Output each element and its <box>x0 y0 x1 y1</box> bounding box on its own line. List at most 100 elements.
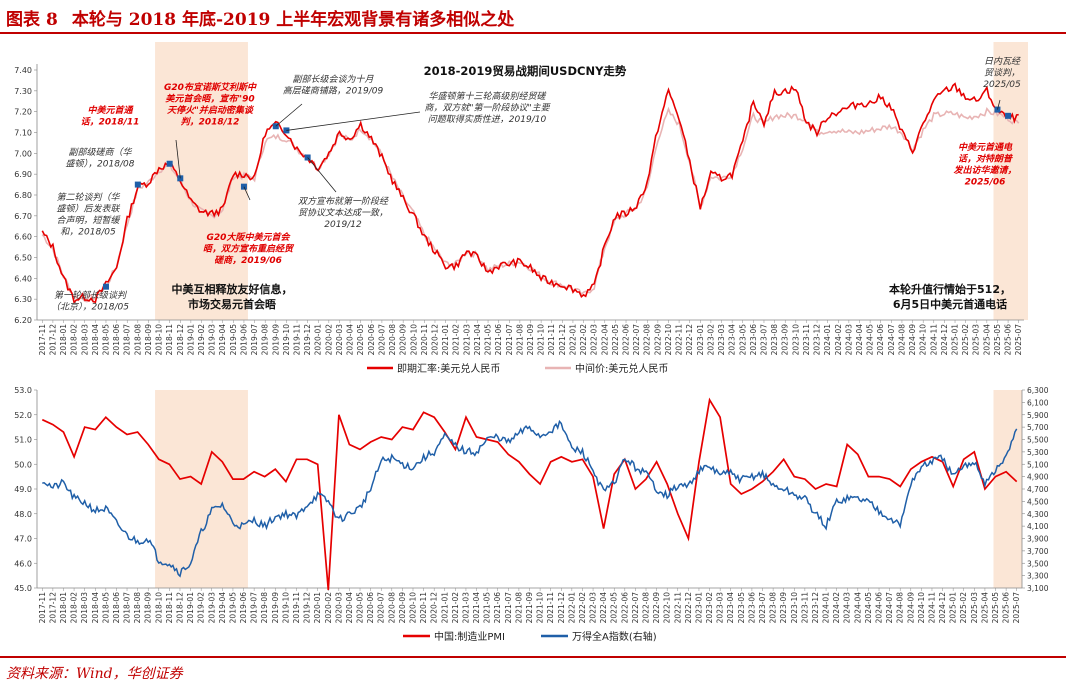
y-tick-label: 6.80 <box>14 191 32 200</box>
x-tick-label: 2024-01 <box>822 592 831 624</box>
y-tick-label: 7.40 <box>14 66 32 75</box>
x-tick-label: 2020-10 <box>409 324 418 356</box>
x-tick-label: 2024-03 <box>843 592 852 624</box>
annotation: 中美元首通电话，对特朗普发出访华邀请， 2025/06 <box>953 142 1016 188</box>
annotation-line: 日内瓦经 <box>984 56 1021 67</box>
x-tick-label: 2024-07 <box>885 592 894 624</box>
y-tick-label: 47.0 <box>14 535 32 544</box>
annotation-line: 中美互相释放友好信息， <box>172 282 293 296</box>
annotation-line: 本轮升值行情始于512， <box>889 282 1011 296</box>
annotation-line: 天停火"并启动密集谈 <box>167 105 255 116</box>
x-tick-label: 2022-02 <box>579 324 588 356</box>
x-tick-label: 2019-12 <box>303 324 312 356</box>
x-tick-label: 2018-08 <box>133 592 142 624</box>
x-tick-label: 2022-05 <box>611 324 620 356</box>
x-tick-label: 2019-04 <box>218 592 227 624</box>
annotation-line: 盛顿），2018/08 <box>66 159 135 170</box>
annotation: 日内瓦经贸谈判， 2025/05 <box>983 56 1021 90</box>
x-tick-label: 2022-08 <box>643 324 652 356</box>
x-tick-label: 2018-07 <box>123 592 132 624</box>
x-tick-label: 2021-04 <box>472 592 481 624</box>
y-tick-label: 53.0 <box>14 386 32 395</box>
x-tick-label: 2021-06 <box>494 324 503 356</box>
x-tick-label: 2024-10 <box>917 592 926 624</box>
y2-tick-label: 3,700 <box>1027 547 1049 556</box>
x-tick-label: 2018-11 <box>165 592 174 624</box>
x-tick-label: 2020-08 <box>387 592 396 624</box>
legend-label-pmi: 中国:制造业PMI <box>434 630 505 643</box>
x-tick-label: 2022-02 <box>578 592 587 624</box>
x-tick-label: 2021-10 <box>536 592 545 624</box>
x-tick-label: 2024-04 <box>855 324 864 356</box>
annotation-line: 问题取得实质性进，2019/10 <box>428 114 547 125</box>
legend-label-mid: 中间价:美元兑人民币 <box>575 362 668 375</box>
x-tick-label: 2024-01 <box>823 324 832 356</box>
figure-number: 8 <box>46 10 58 30</box>
x-tick-label: 2019-08 <box>261 324 270 356</box>
x-tick-label: 2024-09 <box>906 592 915 624</box>
annotation: 副部长级会谈为十月高层磋商铺路，2019/09 <box>283 74 384 97</box>
x-tick-label: 2019-03 <box>207 592 216 624</box>
shade-2018-2019 <box>155 390 248 588</box>
annotation: 第二轮谈判（华盛顿）后发表联合声明，短暂缓和，2018/05 <box>56 192 121 238</box>
annotation-line: G20大阪中美元首会 <box>207 232 292 243</box>
annotation-line: 中美元首通 <box>87 105 134 116</box>
series-line-spot <box>41 82 1019 305</box>
annotation-line: 商，双方就"第一阶段协议"主要 <box>424 103 551 114</box>
event-marker <box>134 181 141 188</box>
x-tick-label: 2020-01 <box>314 324 323 356</box>
x-tick-label: 2020-06 <box>367 324 376 356</box>
x-tick-label: 2025-06 <box>1004 324 1013 356</box>
x-tick-label: 2025-05 <box>991 592 1000 624</box>
annotation-leader <box>243 186 251 201</box>
x-tick-label: 2021-11 <box>546 592 555 624</box>
series-line-wind-a <box>42 419 1018 578</box>
x-tick-label: 2021-12 <box>557 592 566 624</box>
x-tick-label: 2019-07 <box>250 324 259 356</box>
legend-label-spot: 即期汇率:美元兑人民币 <box>397 362 500 375</box>
annotation: 华盛顿第十三轮高级别经贸磋商，双方就"第一阶段协议"主要问题取得实质性进，201… <box>424 91 551 125</box>
annotation: 第一轮部长级谈判（北京），2018/05 <box>51 290 129 313</box>
x-tick-label: 2023-10 <box>790 592 799 624</box>
x-tick-label: 2020-11 <box>420 324 429 356</box>
annotation-line: 高层磋商铺路，2019/09 <box>283 86 384 97</box>
annotation-line: 判，2018/12 <box>181 117 240 128</box>
x-tick-label: 2018-12 <box>176 324 185 356</box>
x-tick-label: 2024-03 <box>844 324 853 356</box>
x-tick-label: 2018-05 <box>101 592 110 624</box>
y2-tick-label: 5,900 <box>1027 411 1049 420</box>
x-tick-label: 2022-03 <box>589 592 598 624</box>
annotation-line: 贸谈判， <box>984 68 1020 79</box>
y2-tick-label: 3,300 <box>1027 572 1049 581</box>
shade-2025 <box>993 42 1028 320</box>
x-tick-label: 2022-03 <box>590 324 599 356</box>
x-tick-label: 2018-07 <box>123 324 132 356</box>
y-tick-label: 6.20 <box>14 316 32 325</box>
x-tick-label: 2023-01 <box>694 592 703 624</box>
x-tick-label: 2025-03 <box>972 324 981 356</box>
x-tick-label: 2022-09 <box>653 324 662 356</box>
x-tick-label: 2019-09 <box>271 592 280 624</box>
annotation-line: 6月5日中美元首通电话 <box>893 297 1007 311</box>
y2-tick-label: 5,300 <box>1027 448 1049 457</box>
x-tick-label: 2023-12 <box>813 324 822 356</box>
x-tick-label: 2024-10 <box>919 324 928 356</box>
x-tick-label: 2024-02 <box>834 324 843 356</box>
x-tick-label: 2023-07 <box>759 324 768 356</box>
x-tick-label: 2021-02 <box>452 324 461 356</box>
x-tick-label: 2022-10 <box>663 592 672 624</box>
event-marker <box>1005 112 1012 119</box>
y-tick-label: 52.0 <box>14 411 32 420</box>
x-tick-label: 2017-12 <box>48 324 57 356</box>
x-tick-label: 2018-09 <box>144 592 153 624</box>
x-tick-label: 2017-11 <box>38 324 47 356</box>
annotation-line: 合声明，短暂缓 <box>56 215 121 226</box>
x-tick-label: 2018-02 <box>70 592 79 624</box>
annotation: 中美互相释放友好信息，市场交易元首会晤 <box>172 282 293 311</box>
y2-tick-label: 6,100 <box>1027 398 1049 407</box>
x-tick-label: 2022-01 <box>567 592 576 624</box>
annotation-line: 贸协议文本达成一致， <box>298 208 388 219</box>
x-tick-label: 2019-02 <box>197 324 206 356</box>
x-tick-label: 2020-12 <box>430 592 439 624</box>
